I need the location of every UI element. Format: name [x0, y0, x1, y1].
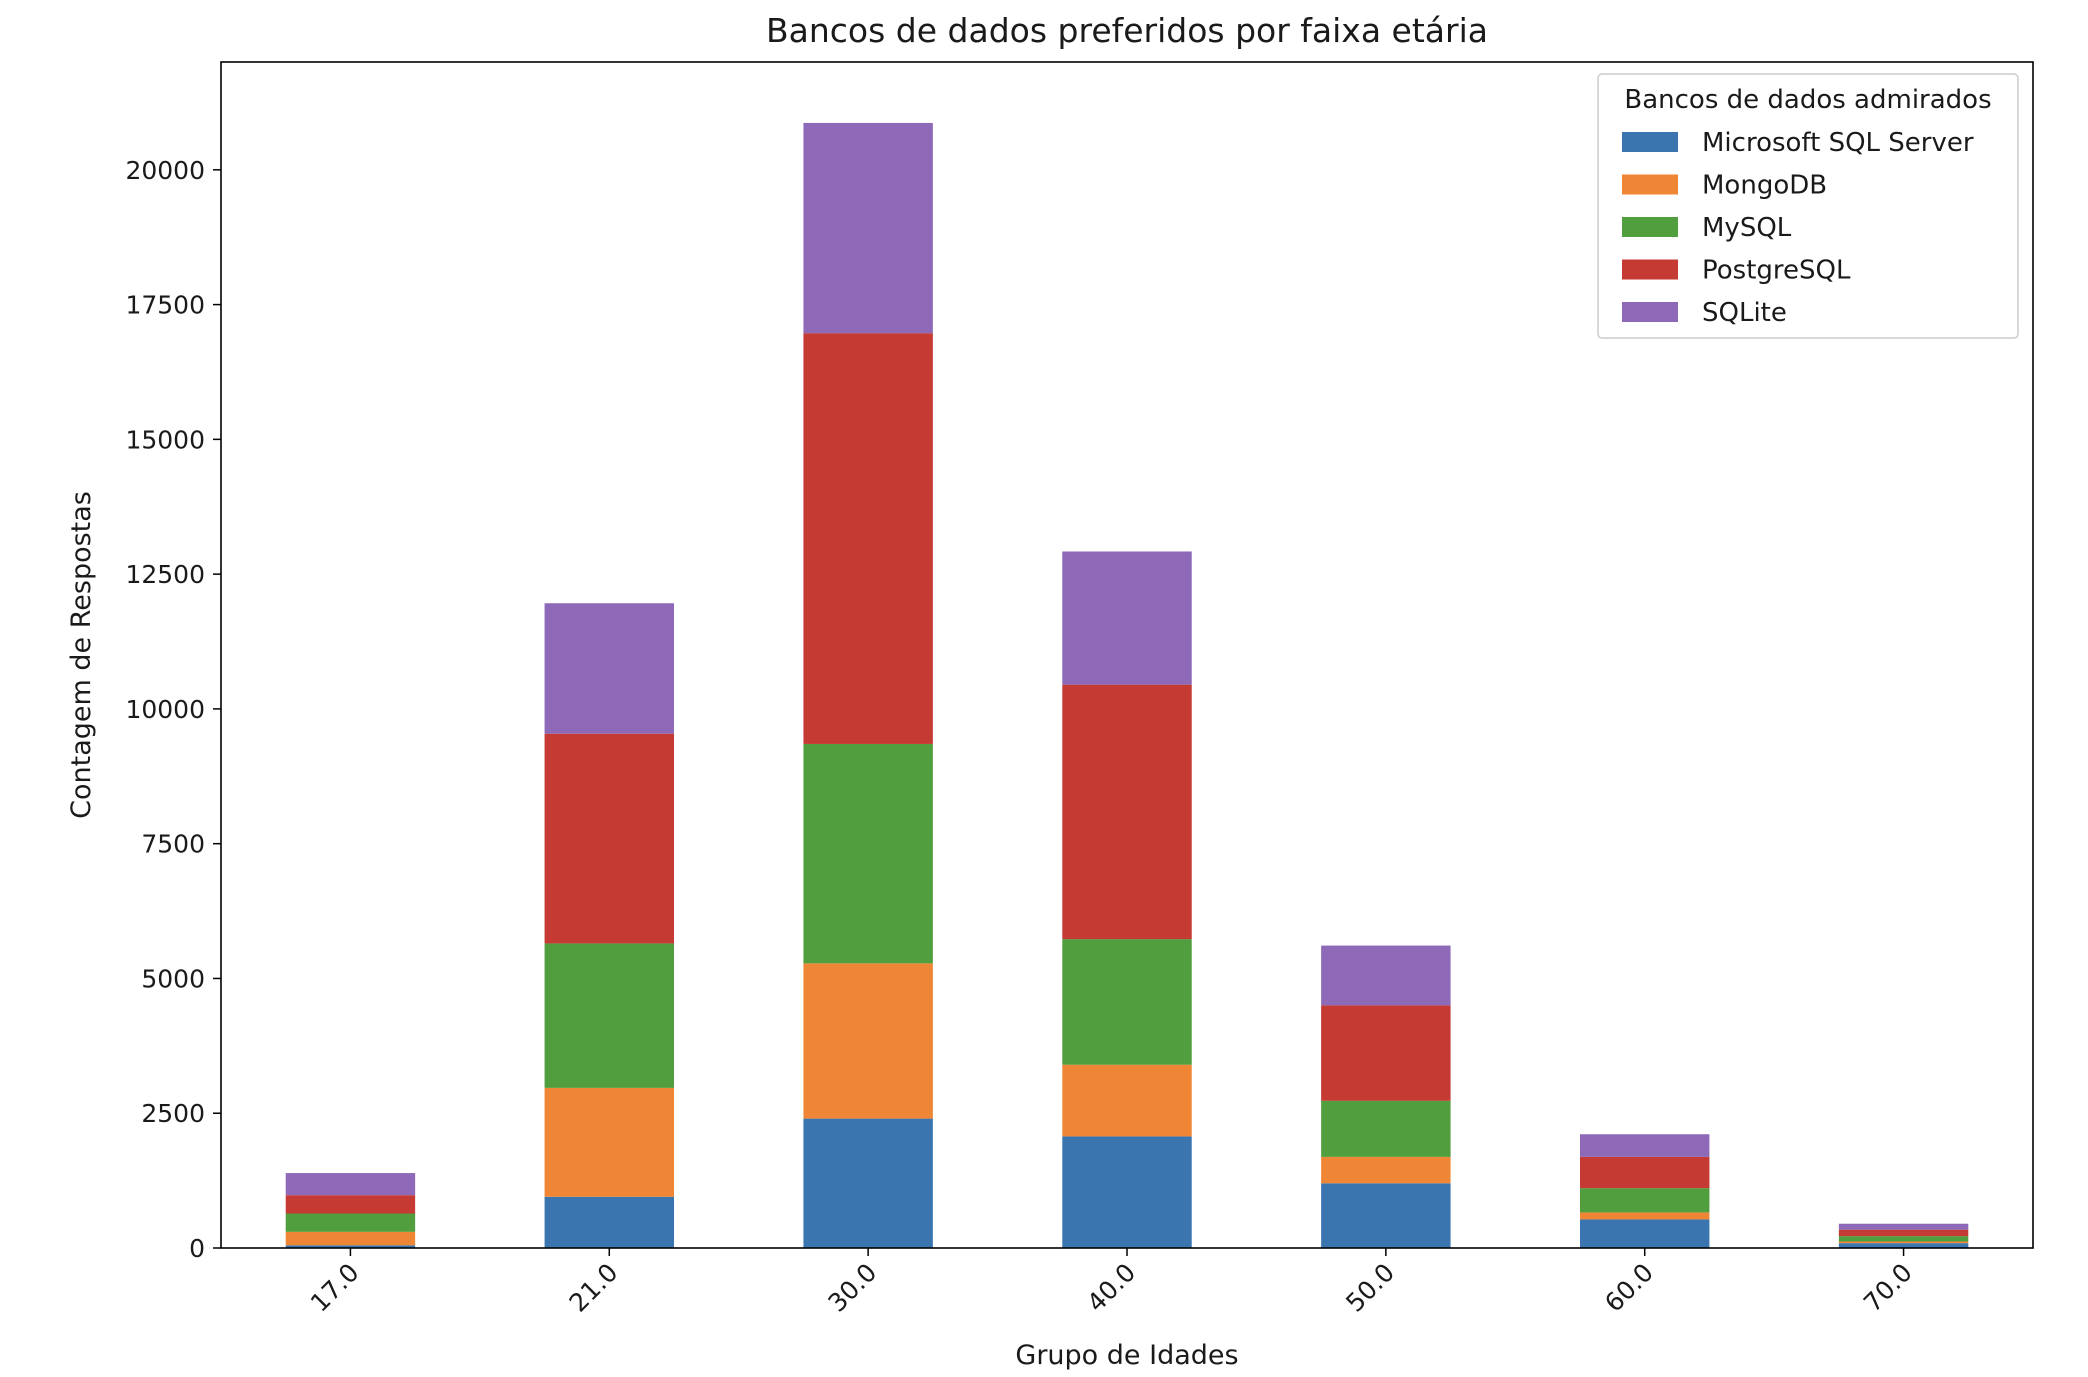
legend-label: SQLite [1702, 298, 1787, 328]
legend-item: PostgreSQL [1622, 256, 1851, 286]
legend-item: MySQL [1622, 213, 1792, 243]
y-tick-label: 20000 [125, 156, 205, 185]
bar-segment [1321, 945, 1451, 1006]
bar-segment [1580, 1212, 1710, 1220]
x-axis-ticks: 17.0 21.0 30.0 40.0 50.0 60.0 70.0 [305, 1248, 1918, 1318]
bar-segment [285, 1213, 416, 1232]
bar-segment [1838, 1236, 1969, 1242]
bar-stacks [285, 122, 1969, 1248]
bar-stack-70.0 [1838, 1223, 1969, 1248]
legend-box [1597, 73, 2019, 339]
legend-item: SQLite [1622, 298, 1787, 328]
legend-label: MongoDB [1702, 171, 1827, 201]
bar-segment [1838, 1243, 1969, 1248]
bar-segment [803, 122, 933, 334]
bar-segment [1580, 1156, 1710, 1189]
y-tick-label: 0 [189, 1234, 205, 1263]
legend-label: MySQL [1702, 213, 1792, 243]
bar-segment [544, 1196, 674, 1248]
legend-swatch [1622, 259, 1678, 280]
bar-segment [803, 743, 933, 964]
bar-stack-40.0 [1062, 551, 1192, 1248]
legend-swatch [1622, 174, 1678, 195]
bar-segment [285, 1231, 416, 1246]
bar-stack-30.0 [803, 122, 933, 1248]
bar-segment [1062, 551, 1192, 685]
bar-segment [1838, 1223, 1969, 1230]
bar-segment [1062, 1064, 1192, 1137]
legend-title: Bancos de dados admirados [1624, 85, 1991, 115]
bar-segment [1321, 1156, 1451, 1184]
bar-segment [1062, 939, 1192, 1065]
x-tick-label: 21.0 [564, 1258, 624, 1318]
bar-segment [544, 603, 674, 734]
x-tick-label: 40.0 [1081, 1258, 1141, 1318]
legend: Bancos de dados admirados Microsoft SQL … [1597, 73, 2019, 339]
x-tick-label: 60.0 [1599, 1258, 1659, 1318]
legend-swatch [1622, 302, 1678, 322]
bar-segment [1062, 684, 1192, 940]
y-tick-label: 5000 [141, 964, 205, 993]
chart-title: Bancos de dados preferidos por faixa etá… [766, 11, 1488, 50]
legend-swatch [1622, 132, 1678, 152]
plot-area-frame [220, 61, 2034, 1249]
y-tick-label: 17500 [125, 291, 205, 320]
legend-item: Microsoft SQL Server [1622, 128, 1974, 158]
bar-stack-17.0 [285, 1173, 416, 1248]
x-tick-label: 70.0 [1858, 1258, 1918, 1318]
legend-label: PostgreSQL [1702, 256, 1851, 286]
x-axis-label: Grupo de Idades [1015, 1340, 1238, 1371]
y-axis-label: Contagem de Respostas [66, 491, 97, 819]
bar-segment [285, 1195, 416, 1214]
bar-segment [803, 333, 933, 744]
x-tick-label: 30.0 [823, 1258, 883, 1318]
legend-item: MongoDB [1622, 171, 1827, 201]
bar-segment [1580, 1188, 1710, 1213]
y-tick-label: 2500 [141, 1099, 205, 1128]
bar-stack-21.0 [544, 603, 674, 1248]
bar-stack-60.0 [1580, 1134, 1710, 1248]
legend-label: Microsoft SQL Server [1702, 128, 1974, 158]
bar-segment [544, 733, 674, 944]
bar-segment [1838, 1229, 1969, 1237]
bar-segment [285, 1173, 416, 1196]
y-tick-label: 12500 [125, 560, 205, 589]
bar-segment [803, 1118, 933, 1248]
bar-segment [1838, 1241, 1969, 1244]
bar-segment [1580, 1219, 1710, 1248]
legend-items: Microsoft SQL Server MongoDB MySQL PostgreS… [1622, 128, 1974, 328]
y-tick-label: 10000 [125, 695, 205, 724]
bar-segment [1321, 1005, 1451, 1101]
bar-segment [285, 1245, 416, 1248]
y-tick-label: 7500 [141, 830, 205, 859]
bar-stack-50.0 [1321, 945, 1451, 1248]
bar-segment [1062, 1136, 1192, 1248]
bar-segment [1321, 1183, 1451, 1248]
legend-swatch [1622, 217, 1678, 237]
y-axis-ticks: 0 2500 5000 7500 10000 12500 15000 17500 20000 [125, 156, 221, 1263]
x-tick-label: 50.0 [1340, 1258, 1400, 1318]
bar-segment [1580, 1134, 1710, 1157]
bar-segment [544, 943, 674, 1088]
bar-segment [1321, 1100, 1451, 1157]
bar-segment [544, 1087, 674, 1197]
x-tick-label: 17.0 [305, 1258, 365, 1318]
y-tick-label: 15000 [125, 425, 205, 454]
bar-segment [803, 963, 933, 1119]
